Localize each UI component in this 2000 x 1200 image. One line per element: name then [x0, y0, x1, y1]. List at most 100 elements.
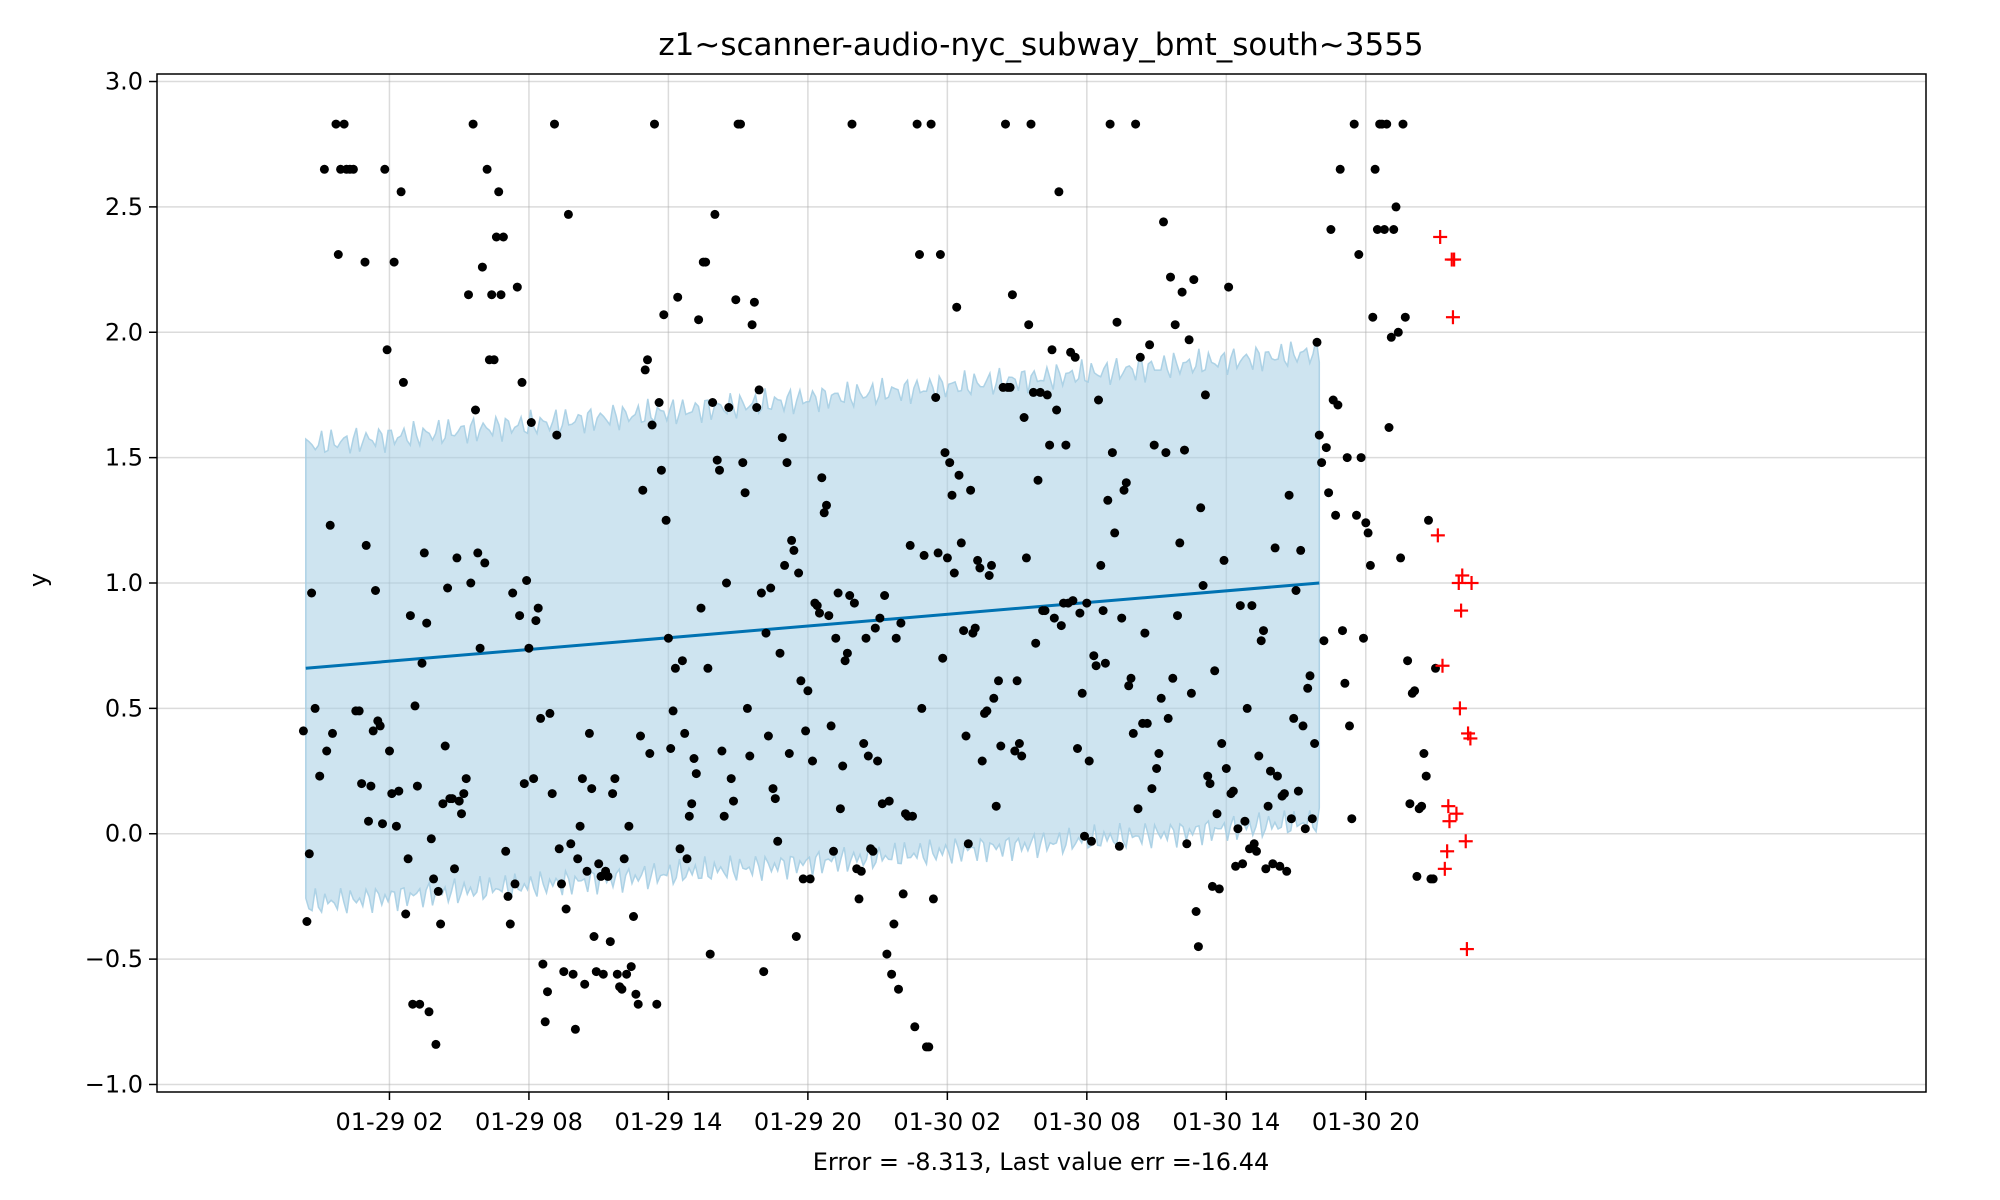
- data-point: [1133, 804, 1143, 814]
- data-point: [489, 355, 499, 365]
- data-point: [777, 433, 787, 443]
- chart-title: z1~scanner-audio-nyc_subway_bmt_south~35…: [658, 27, 1423, 63]
- data-point: [1219, 555, 1229, 565]
- data-point: [1182, 839, 1192, 849]
- forecast-point: [1455, 568, 1470, 583]
- data-point: [1031, 638, 1041, 648]
- data-point: [1340, 678, 1350, 688]
- data-point: [1186, 688, 1196, 698]
- data-point: [608, 789, 618, 799]
- data-point: [1396, 553, 1406, 563]
- data-point: [307, 588, 317, 598]
- data-point: [480, 558, 490, 568]
- data-point: [775, 648, 785, 658]
- data-point: [1259, 626, 1268, 636]
- data-point: [654, 398, 664, 407]
- data-point: [963, 839, 973, 849]
- data-point: [603, 871, 613, 881]
- data-point: [491, 232, 501, 242]
- y-tick-label: −1.0: [85, 1070, 143, 1098]
- forecast-point: [1441, 799, 1456, 814]
- x-axis-ticks: 01-29 02 01-29 08 01-29 14 01-29 20 01-30 02…: [336, 1092, 1420, 1136]
- data-point: [1382, 119, 1392, 129]
- data-point: [1342, 453, 1352, 463]
- data-point: [1073, 744, 1082, 753]
- data-point: [1035, 387, 1045, 397]
- data-point: [738, 458, 748, 468]
- data-point: [570, 1024, 580, 1034]
- data-point: [415, 999, 425, 1009]
- data-point: [982, 706, 992, 716]
- data-point: [991, 801, 1001, 811]
- data-point: [803, 686, 813, 696]
- data-point: [703, 663, 713, 673]
- x-tick-label: 01-30 08: [1033, 1108, 1141, 1136]
- data-point: [540, 1017, 550, 1027]
- data-point: [726, 774, 736, 784]
- data-point: [438, 799, 448, 809]
- data-point: [405, 611, 415, 621]
- data-point: [715, 465, 724, 475]
- data-point: [494, 187, 504, 197]
- data-point: [1207, 881, 1217, 891]
- data-point: [1166, 272, 1175, 282]
- data-point: [440, 741, 450, 751]
- data-point: [868, 846, 878, 856]
- data-point: [589, 932, 599, 941]
- forecast-point: [1464, 576, 1479, 590]
- data-point: [610, 774, 620, 784]
- forecast-points: [1430, 229, 1479, 957]
- data-point: [1056, 621, 1066, 631]
- data-point: [543, 987, 552, 997]
- data-point: [1103, 495, 1113, 505]
- data-point: [1091, 661, 1101, 671]
- data-point: [1279, 789, 1289, 799]
- data-point: [348, 164, 358, 174]
- data-point: [552, 430, 562, 440]
- data-point: [933, 548, 943, 558]
- data-point: [417, 658, 427, 668]
- data-point: [1191, 907, 1201, 916]
- data-point: [1310, 739, 1320, 748]
- data-point: [1384, 423, 1394, 432]
- data-point: [387, 789, 397, 799]
- data-point: [729, 796, 738, 806]
- data-point: [487, 290, 497, 300]
- data-point: [1114, 841, 1124, 851]
- data-point: [466, 578, 476, 588]
- data-point: [633, 999, 643, 1009]
- data-point: [1112, 317, 1122, 327]
- data-point: [505, 919, 515, 929]
- data-point: [403, 854, 413, 864]
- data-point: [1177, 287, 1187, 297]
- data-point: [1042, 390, 1052, 400]
- data-point: [1024, 320, 1034, 330]
- data-point: [1105, 119, 1115, 129]
- data-point: [1333, 400, 1343, 410]
- data-point: [1026, 119, 1036, 129]
- data-point: [1335, 164, 1345, 174]
- data-point: [759, 967, 769, 977]
- data-point: [745, 751, 755, 761]
- data-point: [1001, 119, 1010, 129]
- x-tick-label: 01-30 02: [893, 1108, 1001, 1136]
- data-point: [1417, 801, 1427, 811]
- data-point: [622, 969, 632, 979]
- data-point: [861, 633, 871, 643]
- data-point: [1286, 814, 1296, 824]
- data-point: [938, 653, 948, 663]
- data-point: [517, 377, 527, 387]
- data-point: [1094, 395, 1103, 405]
- data-point: [1052, 405, 1062, 415]
- data-point: [870, 623, 880, 633]
- data-point: [924, 1042, 934, 1052]
- data-point: [1365, 560, 1375, 570]
- data-point: [473, 548, 483, 558]
- data-point: [942, 553, 952, 563]
- data-point: [1154, 749, 1164, 758]
- data-point: [1049, 613, 1059, 623]
- x-tick-label: 01-29 20: [754, 1108, 862, 1136]
- data-point: [663, 633, 673, 643]
- data-point: [1189, 275, 1199, 285]
- data-point: [561, 904, 571, 914]
